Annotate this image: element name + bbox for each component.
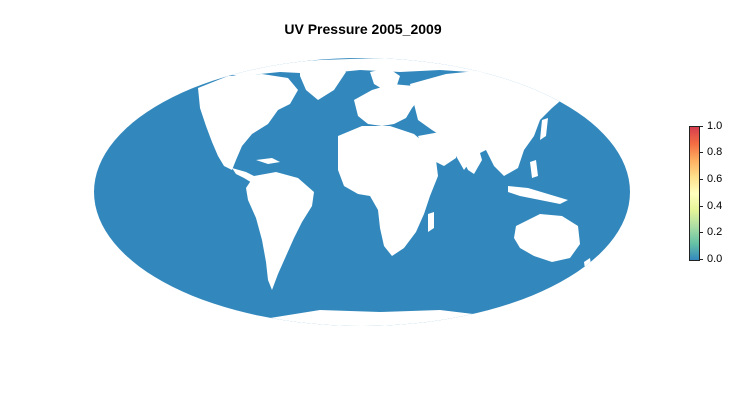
legend-tick-label: 0.2 (707, 226, 723, 238)
legend-tick (699, 152, 703, 153)
land-scandinavia (370, 68, 400, 90)
legend-tick (699, 232, 703, 233)
legend-tick-label: 0.0 (707, 253, 723, 265)
color-legend: 1.0 0.8 0.6 0.4 0.2 0.0 (687, 120, 737, 265)
land-madagascar (428, 212, 434, 232)
legend-tick (699, 206, 703, 207)
land-philippines (530, 160, 538, 178)
land-australia (514, 214, 580, 262)
land-india (460, 146, 482, 174)
legend-color-bar (689, 126, 700, 261)
legend-tick (699, 179, 703, 180)
legend-tick-label: 0.6 (707, 173, 723, 185)
legend-tick-label: 0.8 (707, 146, 723, 158)
land-africa (338, 126, 438, 256)
legend-tick-label: 1.0 (707, 120, 723, 132)
land-south-america (246, 172, 314, 290)
land-greenland (300, 62, 346, 100)
land-north-america (198, 74, 298, 170)
land-asia (410, 70, 566, 176)
land-japan (540, 118, 548, 140)
land-arabia (418, 132, 456, 166)
land-caribbean (256, 158, 280, 164)
legend-tick-label: 0.4 (707, 200, 723, 212)
land-europe (354, 84, 420, 126)
land-antarctica (270, 310, 490, 326)
legend-tick (699, 259, 703, 260)
page-title: UV Pressure 2005_2009 (284, 21, 442, 37)
land-indonesia (508, 186, 568, 204)
legend-tick (699, 126, 703, 127)
